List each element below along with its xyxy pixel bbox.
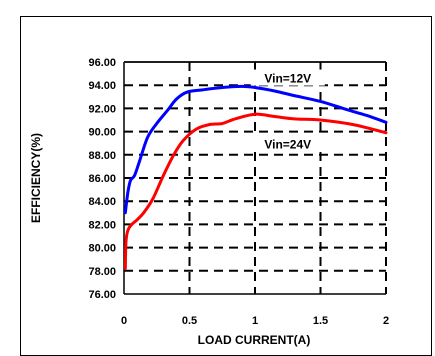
y-tick-label: 86.00 [88, 173, 116, 185]
x-axis-label: LOAD CURRENT(A) [198, 333, 311, 347]
annotation-background [250, 69, 325, 86]
y-tick-label: 94.00 [88, 80, 116, 92]
annotation-labels: Vin=12V Vin=24V [250, 69, 325, 152]
y-tick-label: 96.00 [88, 57, 116, 69]
x-tick-label: 1.5 [313, 315, 328, 327]
annotation-label: Vin=12V [264, 72, 311, 86]
y-axis-label: EFFICIENCY(%) [29, 133, 43, 223]
y-tick-label: 84.00 [88, 196, 116, 208]
x-tick-label: 0.5 [182, 315, 197, 327]
y-tick-labels: 96.00 94.00 92.00 90.00 88.00 86.00 84.00 82.00… [88, 57, 116, 301]
series-lines [123, 84, 388, 270]
x-tick-label: 0 [121, 315, 127, 327]
series-line-vin-24v [123, 112, 388, 270]
y-tick-label: 80.00 [88, 243, 116, 255]
y-tick-label: 78.00 [88, 266, 116, 278]
y-tick-label: 82.00 [88, 219, 116, 231]
chart-frame [20, 16, 432, 356]
x-tick-labels: 0 0.5 1 1.5 2 [121, 315, 389, 327]
y-tick-label: 76.00 [88, 289, 116, 301]
y-tick-label: 88.00 [88, 150, 116, 162]
annotation-background [250, 135, 325, 152]
x-tick-label: 1 [252, 315, 258, 327]
annotation-label: Vin=24V [264, 138, 311, 152]
x-tick-label: 2 [383, 315, 389, 327]
y-tick-label: 92.00 [88, 103, 116, 115]
y-tick-label: 90.00 [88, 127, 116, 139]
series-line-vin-12v [123, 84, 388, 215]
